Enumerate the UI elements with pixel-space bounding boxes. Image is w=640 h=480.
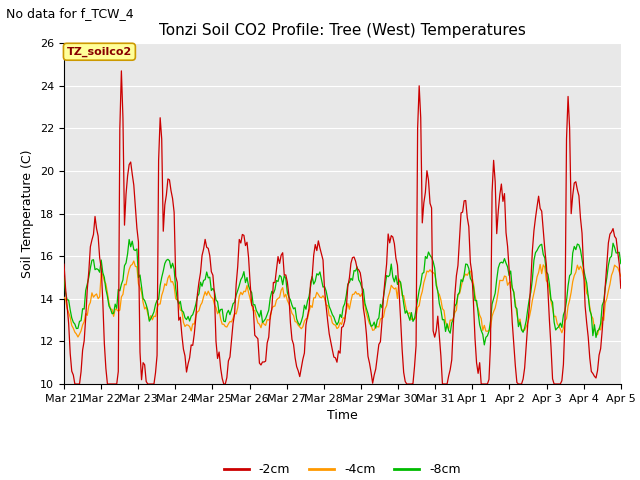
Text: TZ_soilco2: TZ_soilco2 xyxy=(67,47,132,57)
Legend: -2cm, -4cm, -8cm: -2cm, -4cm, -8cm xyxy=(219,458,466,480)
Title: Tonzi Soil CO2 Profile: Tree (West) Temperatures: Tonzi Soil CO2 Profile: Tree (West) Temp… xyxy=(159,23,526,38)
Text: No data for f_TCW_4: No data for f_TCW_4 xyxy=(6,7,134,20)
Y-axis label: Soil Temperature (C): Soil Temperature (C) xyxy=(22,149,35,278)
X-axis label: Time: Time xyxy=(327,409,358,422)
